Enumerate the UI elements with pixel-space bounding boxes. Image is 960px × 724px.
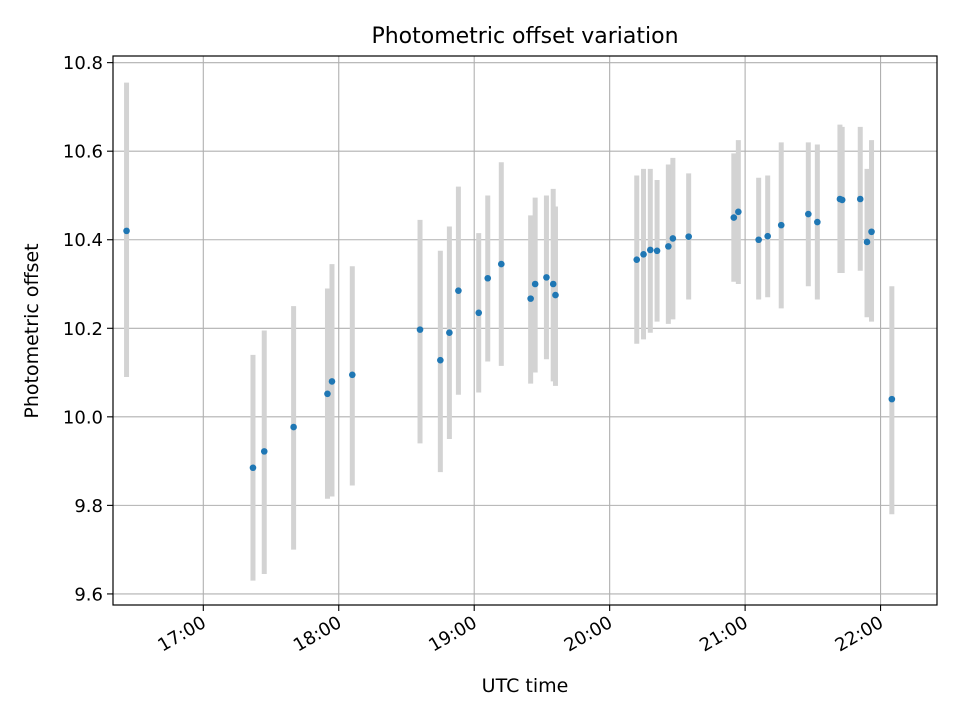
x-tick-label: 20:00	[561, 612, 616, 656]
data-point	[455, 287, 462, 294]
plot-frame	[112, 55, 938, 606]
data-point	[531, 280, 539, 288]
y-tick-label: 10.6	[63, 142, 103, 163]
data-point	[416, 326, 424, 333]
data-point	[437, 356, 444, 364]
data-point	[249, 464, 257, 472]
data-point	[543, 274, 550, 281]
data-point	[527, 295, 534, 302]
data-point	[653, 247, 661, 255]
grid-lines	[113, 56, 937, 605]
data-point	[868, 228, 875, 236]
data-point	[863, 238, 871, 246]
data-point	[348, 371, 356, 379]
data-point	[685, 233, 692, 240]
data-point	[665, 243, 672, 250]
data-point	[764, 232, 771, 240]
y-tick-label: 10.2	[63, 319, 103, 340]
data-point	[640, 251, 647, 258]
data-point	[777, 221, 785, 229]
data-point	[735, 208, 742, 216]
data-point	[552, 291, 559, 299]
data-point	[669, 235, 677, 242]
data-point	[484, 274, 492, 282]
x-axis-label: UTC time	[482, 675, 569, 697]
data-point	[324, 390, 331, 398]
data-point	[730, 214, 738, 221]
data-point	[838, 196, 846, 204]
data-point	[755, 236, 762, 244]
y-axis-ticks: 9.6 9.8 10.0 10.2 10.4 10.6 10.8	[63, 53, 113, 605]
y-tick-label: 10.0	[63, 407, 103, 428]
data-point	[475, 309, 483, 317]
data-point	[646, 246, 654, 254]
y-tick-label: 10.4	[63, 230, 103, 251]
data-point	[549, 280, 557, 288]
data-point	[497, 260, 505, 268]
x-tick-label: 18:00	[290, 612, 345, 656]
data-point	[260, 448, 268, 455]
data-point	[123, 227, 130, 235]
data-point	[633, 256, 641, 263]
y-tick-label: 10.8	[63, 53, 103, 74]
data-point	[856, 195, 864, 203]
data-point	[446, 329, 453, 337]
x-axis-ticks: 17:00 18:00 19:00 20:00 21:00 22:00	[154, 605, 887, 656]
chart-title: Photometric offset variation	[371, 24, 678, 49]
data-point	[328, 378, 336, 385]
data-points	[123, 195, 896, 472]
data-point	[290, 423, 297, 431]
data-point	[805, 210, 812, 218]
error-bars	[124, 82, 895, 581]
y-tick-label: 9.6	[74, 584, 103, 605]
y-tick-label: 9.8	[74, 496, 103, 517]
data-point	[888, 395, 896, 403]
x-tick-label: 17:00	[154, 612, 209, 656]
x-tick-label: 21:00	[696, 612, 751, 656]
y-axis-label: Photometric offset	[21, 243, 43, 418]
data-point	[814, 218, 821, 226]
x-tick-label: 19:00	[425, 612, 480, 656]
x-tick-label: 22:00	[832, 612, 887, 656]
